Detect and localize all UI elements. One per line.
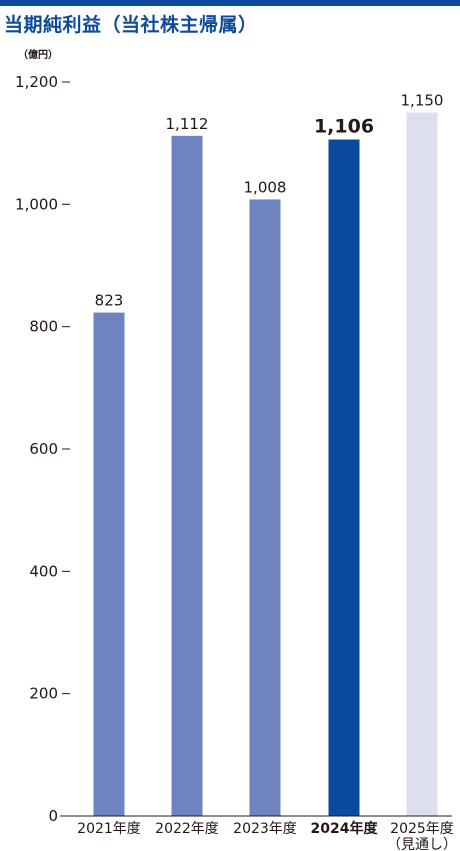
category-sublabel: （見通し） xyxy=(387,837,457,851)
bar xyxy=(328,139,360,816)
category-label: 2021年度 xyxy=(77,821,141,837)
y-tick-label: 800 xyxy=(29,318,58,336)
y-tick-label: 400 xyxy=(29,562,58,580)
category-label: 2022年度 xyxy=(155,821,219,837)
value-label: 1,106 xyxy=(314,115,374,137)
value-label: 1,008 xyxy=(244,178,287,196)
y-tick-label: 0 xyxy=(48,807,58,825)
bar xyxy=(93,312,125,816)
category-label: 2025年度 xyxy=(390,821,454,837)
chart-title: 当期純利益（当社株主帰属） xyxy=(4,14,258,36)
value-label: 1,150 xyxy=(401,92,444,110)
bar xyxy=(249,199,281,816)
value-label: 823 xyxy=(95,292,124,310)
bar xyxy=(406,112,438,817)
y-tick-label: 1,000 xyxy=(15,195,58,213)
title-rule xyxy=(0,0,460,6)
y-tick-label: 1,200 xyxy=(15,73,58,91)
value-label: 1,112 xyxy=(166,115,209,133)
bar xyxy=(171,135,203,816)
y-tick-label: 200 xyxy=(29,685,58,703)
category-label: 2024年度 xyxy=(311,820,379,837)
y-tick-label: 600 xyxy=(29,440,58,458)
category-label: 2023年度 xyxy=(233,821,297,837)
unit-label: （億円） xyxy=(18,50,58,61)
